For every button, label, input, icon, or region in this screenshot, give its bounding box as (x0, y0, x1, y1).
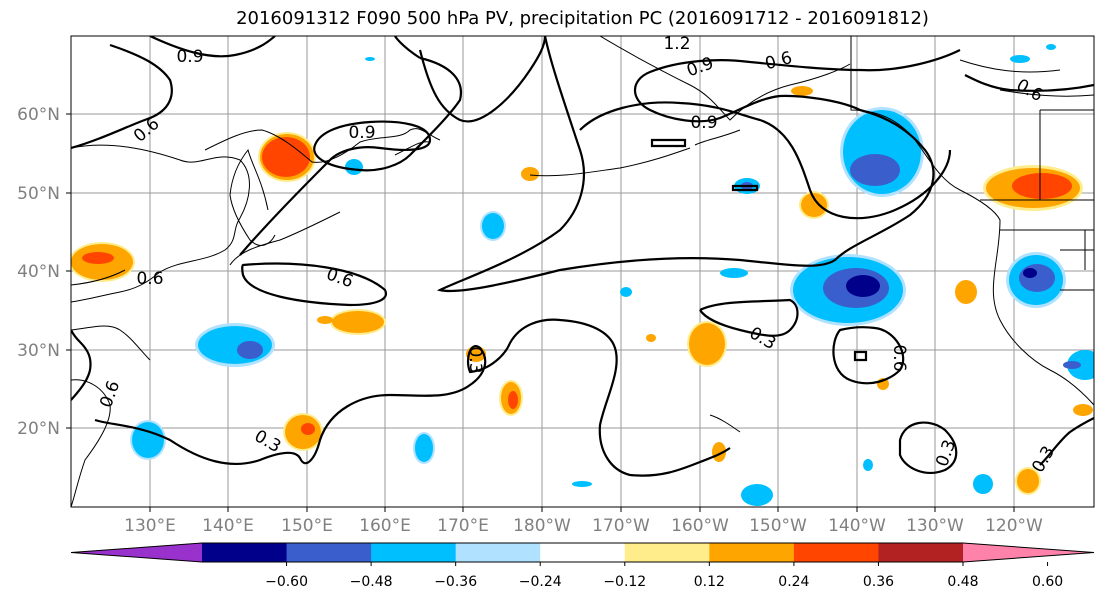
colorbar-extend-max (963, 543, 1094, 562)
contour-label: 0.6 (889, 344, 909, 371)
contour-label: 1.2 (663, 34, 690, 54)
colorbar-tick-label: 0.36 (863, 574, 894, 590)
colorbar-tick-label: −0.36 (434, 574, 477, 590)
colorbar-segment (371, 543, 457, 562)
colorbar-tick-label: 0.12 (694, 574, 725, 590)
longitude-labels: 130°E 140°E 150°E 160°E 170°E 180°W 170°… (124, 516, 1043, 536)
lon-label: 160°W (671, 516, 729, 536)
lon-label: 150°W (749, 516, 807, 536)
colorbar-outline (70, 542, 1095, 563)
lon-label: 170°W (592, 516, 650, 536)
colorbar-segment (202, 543, 288, 562)
colorbar-segment (286, 543, 372, 562)
lat-label: 40°N (17, 262, 60, 282)
contour-label: 0.9 (348, 123, 375, 143)
precip-negative-california (1006, 252, 1066, 308)
lon-label: 140°E (202, 516, 254, 536)
lat-label: 20°N (17, 419, 60, 439)
lat-label: 60°N (17, 105, 60, 125)
lon-label: 180°W (513, 516, 571, 536)
colorbar: −0.60 −0.48 −0.36 −0.24 −0.12 0.12 0.24 0.36 0.4… (70, 542, 1095, 590)
contour-label: 0.3 (465, 346, 485, 373)
colorbar-segment (878, 543, 964, 562)
colorbar-segment (624, 543, 710, 562)
lon-label: 130°E (124, 516, 176, 536)
lon-label: 170°E (437, 516, 489, 536)
lon-label: 150°E (281, 516, 333, 536)
lon-label: 160°E (359, 516, 411, 536)
precip-negative-gulf-alaska (840, 107, 924, 197)
latitude-labels: 60°N 50°N 40°N 30°N 20°N (17, 105, 60, 439)
colorbar-tick-label: 0.48 (947, 574, 978, 590)
contour-label: 0.9 (176, 47, 203, 67)
lat-label: 30°N (17, 341, 60, 361)
precip-negative-japan-south (195, 323, 275, 367)
lon-label: 120°W (985, 516, 1043, 536)
precip-positive-kamchatka (258, 132, 316, 182)
colorbar-tick-label: −0.24 (519, 574, 562, 590)
colorbar-segment (455, 543, 541, 562)
colorbar-segment (709, 543, 795, 562)
precip-fields (71, 44, 1094, 506)
lon-label: 130°W (906, 516, 964, 536)
colorbar-tick-label: −0.12 (603, 574, 646, 590)
pv-contours (71, 36, 1094, 477)
precip-positive-bc (983, 165, 1083, 211)
colorbar-segment (540, 543, 626, 562)
contour-label: 0.9 (690, 113, 717, 133)
colorbar-tick-label: −0.48 (350, 574, 393, 590)
colorbar-tick-label: 0.60 (1032, 574, 1063, 590)
colorbar-tick-label: −0.60 (265, 574, 308, 590)
colorbar-tick-label: 0.24 (778, 574, 809, 590)
coastlines (71, 36, 1094, 507)
precip-positive-china (71, 242, 135, 282)
colorbar-segment (793, 543, 879, 562)
lat-label: 50°N (17, 184, 60, 204)
precip-negative-ne-pacific (790, 254, 906, 326)
contour-label: 0.6 (136, 269, 163, 289)
map-title: 2016091312 F090 500 hPa PV, precipitatio… (236, 8, 929, 29)
lon-label: 140°W (828, 516, 886, 536)
colorbar-extend-min (71, 543, 202, 562)
axis-ticks (66, 113, 1015, 512)
